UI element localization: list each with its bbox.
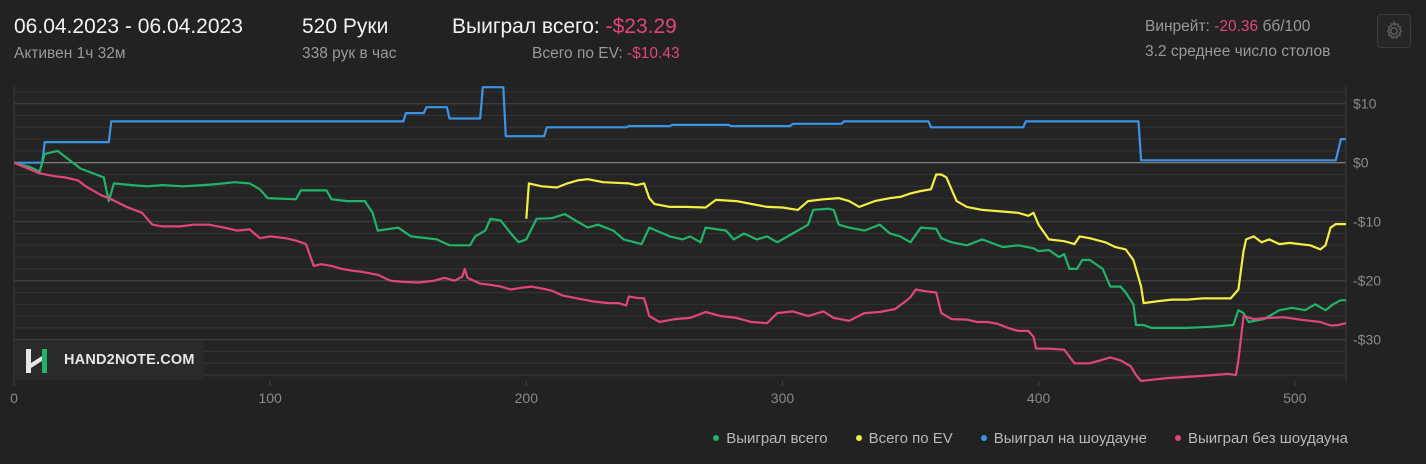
- y-tick-label: -$20: [1353, 273, 1381, 289]
- y-tick-label: -$30: [1353, 332, 1381, 348]
- legend-dot-icon: [1175, 435, 1182, 442]
- date-range: 06.04.2023 - 06.04.2023: [14, 15, 243, 38]
- y-tick-label: -$10: [1353, 214, 1381, 230]
- series-line: [13, 161, 1347, 383]
- chart-legend: Выиграл всего Всего по EV Выиграл на шоуда…: [685, 430, 1348, 447]
- legend-label: Выиграл без шоудауна: [1188, 430, 1348, 447]
- x-tick-label: 100: [258, 390, 282, 406]
- series-line: [14, 86, 1346, 164]
- legend-dot-icon: [980, 435, 987, 442]
- x-axis-ticks: 0 100 200 300 400 500: [10, 390, 1307, 406]
- winrate-value: -20.36: [1214, 18, 1259, 35]
- total-won: Выиграл всего: -$23.29: [452, 15, 677, 39]
- x-tick-label: 300: [771, 390, 795, 406]
- legend-item[interactable]: Выиграл без шоудауна: [1175, 430, 1348, 447]
- hands-count: 520 Руки: [302, 15, 389, 38]
- x-tick-label: 200: [515, 390, 539, 406]
- x-tick-label: 0: [10, 390, 18, 406]
- logo-text: HAND2NOTE.COM: [64, 352, 195, 368]
- total-ev: Всего по EV: -$10.43: [532, 45, 680, 63]
- legend-dot-icon: [713, 435, 720, 442]
- winrate: Винрейт: -20.36 бб/100: [1145, 18, 1310, 36]
- legend-item[interactable]: Выиграл всего: [713, 430, 828, 447]
- total-ev-label: Всего по EV:: [532, 45, 623, 62]
- hand2note-logo: HAND2NOTE.COM: [14, 342, 204, 380]
- legend-item[interactable]: Всего по EV: [855, 430, 953, 447]
- winrate-label: Винрейт:: [1145, 18, 1210, 35]
- y-axis-ticks: $10 $0 -$10 -$20 -$30: [1353, 96, 1381, 348]
- legend-label: Выиграл всего: [726, 430, 828, 447]
- y-tick-label: $0: [1353, 155, 1369, 171]
- avg-tables: 3.2 среднее число столов: [1145, 43, 1331, 60]
- chart-grid: [13, 86, 1347, 386]
- x-tick-label: 500: [1283, 390, 1307, 406]
- legend-label: Всего по EV: [868, 430, 953, 447]
- total-won-value: -$23.29: [605, 15, 677, 38]
- legend-item[interactable]: Выиграл на шоудауне: [980, 430, 1148, 447]
- active-time: Активен 1ч 32м: [14, 45, 126, 62]
- winrate-unit: бб/100: [1262, 18, 1311, 35]
- series-line: [525, 173, 1346, 305]
- total-won-label: Выиграл всего:: [452, 15, 600, 38]
- hands-per-hour: 338 рук в час: [302, 45, 397, 62]
- gear-icon: [1386, 19, 1403, 40]
- settings-button[interactable]: [1377, 14, 1411, 48]
- x-tick-label: 400: [1027, 390, 1051, 406]
- series-line: [13, 149, 1346, 329]
- chart-series: [13, 86, 1347, 383]
- legend-dot-icon: [855, 435, 862, 442]
- y-tick-label: $10: [1353, 96, 1377, 112]
- h-logo-icon: [26, 349, 47, 373]
- legend-label: Выиграл на шоудауне: [993, 430, 1148, 447]
- total-ev-value: -$10.43: [627, 45, 680, 62]
